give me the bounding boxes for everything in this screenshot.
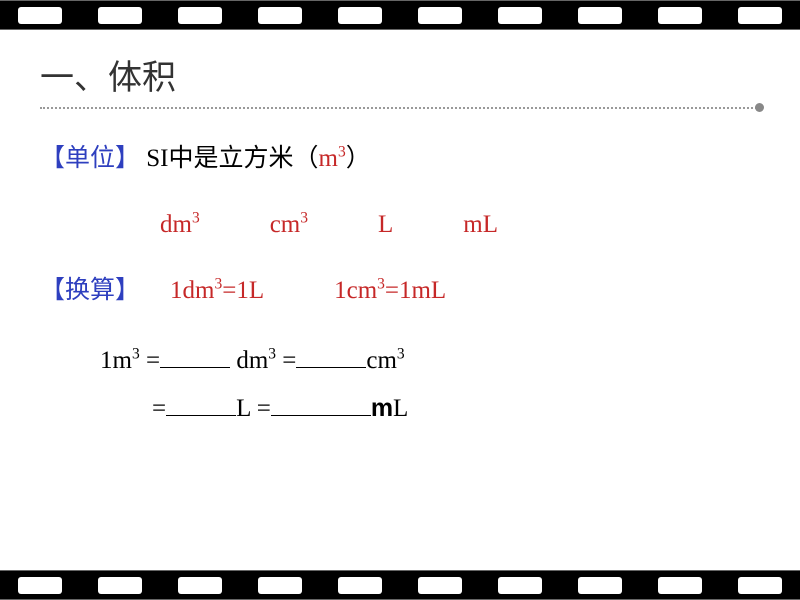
film-strip-top [0,0,800,30]
unit-mL: mL [463,205,498,245]
sprocket [578,7,622,24]
units-row: dm3 cm3 L mL [160,205,760,245]
title-underline [40,107,760,109]
sprocket [178,577,222,594]
sprocket [578,577,622,594]
blank-cm3 [296,340,366,369]
blank-dm3 [160,340,230,369]
sprocket [18,7,62,24]
fill-line-2: =L =mL [152,385,760,433]
sprocket [418,577,462,594]
sprocket [418,7,462,24]
sprocket [178,7,222,24]
unit-desc-sup: 3 [338,144,346,161]
sprocket [18,577,62,594]
unit-cm3: cm3 [270,205,308,245]
fill-line-1: 1m3 = dm3 =cm3 [100,337,760,385]
sprocket [338,577,382,594]
sprocket [498,7,542,24]
sprocket [98,7,142,24]
sprocket [738,7,782,24]
film-strip-bottom [0,570,800,600]
unit-desc-m: m [319,145,338,172]
formula-dm3-L: 1dm3=1L [170,271,264,311]
fill-in-block: 1m3 = dm3 =cm3 =L =mL [100,337,760,432]
unit-row: 【单位】 SI中是立方米（m3） [40,139,760,179]
conversion-label: 【换算】 [40,271,140,311]
unit-L: L [378,205,393,245]
slide-content: 一、体积 【单位】 SI中是立方米（m3） dm3 cm3 L mL 【换算】 … [0,30,800,570]
sprocket [98,577,142,594]
sprocket [658,577,702,594]
sprocket [498,577,542,594]
page-title: 一、体积 [40,50,760,99]
unit-label: 【单位】 [40,145,140,172]
unit-desc-pre: SI中是立方米（ [146,145,318,172]
conversion-formulas: 1dm3=1L 1cm3=1mL [170,271,446,311]
sprocket [338,7,382,24]
sprocket [738,577,782,594]
sprocket [258,577,302,594]
formula-cm3-mL: 1cm3=1mL [334,271,446,311]
sprocket [258,7,302,24]
blank-mL [271,387,371,416]
sprocket [658,7,702,24]
unit-dm3: dm3 [160,205,200,245]
blank-L [166,387,236,416]
conversion-row: 【换算】 1dm3=1L 1cm3=1mL [40,271,760,311]
unit-desc-post: ） [346,145,371,172]
